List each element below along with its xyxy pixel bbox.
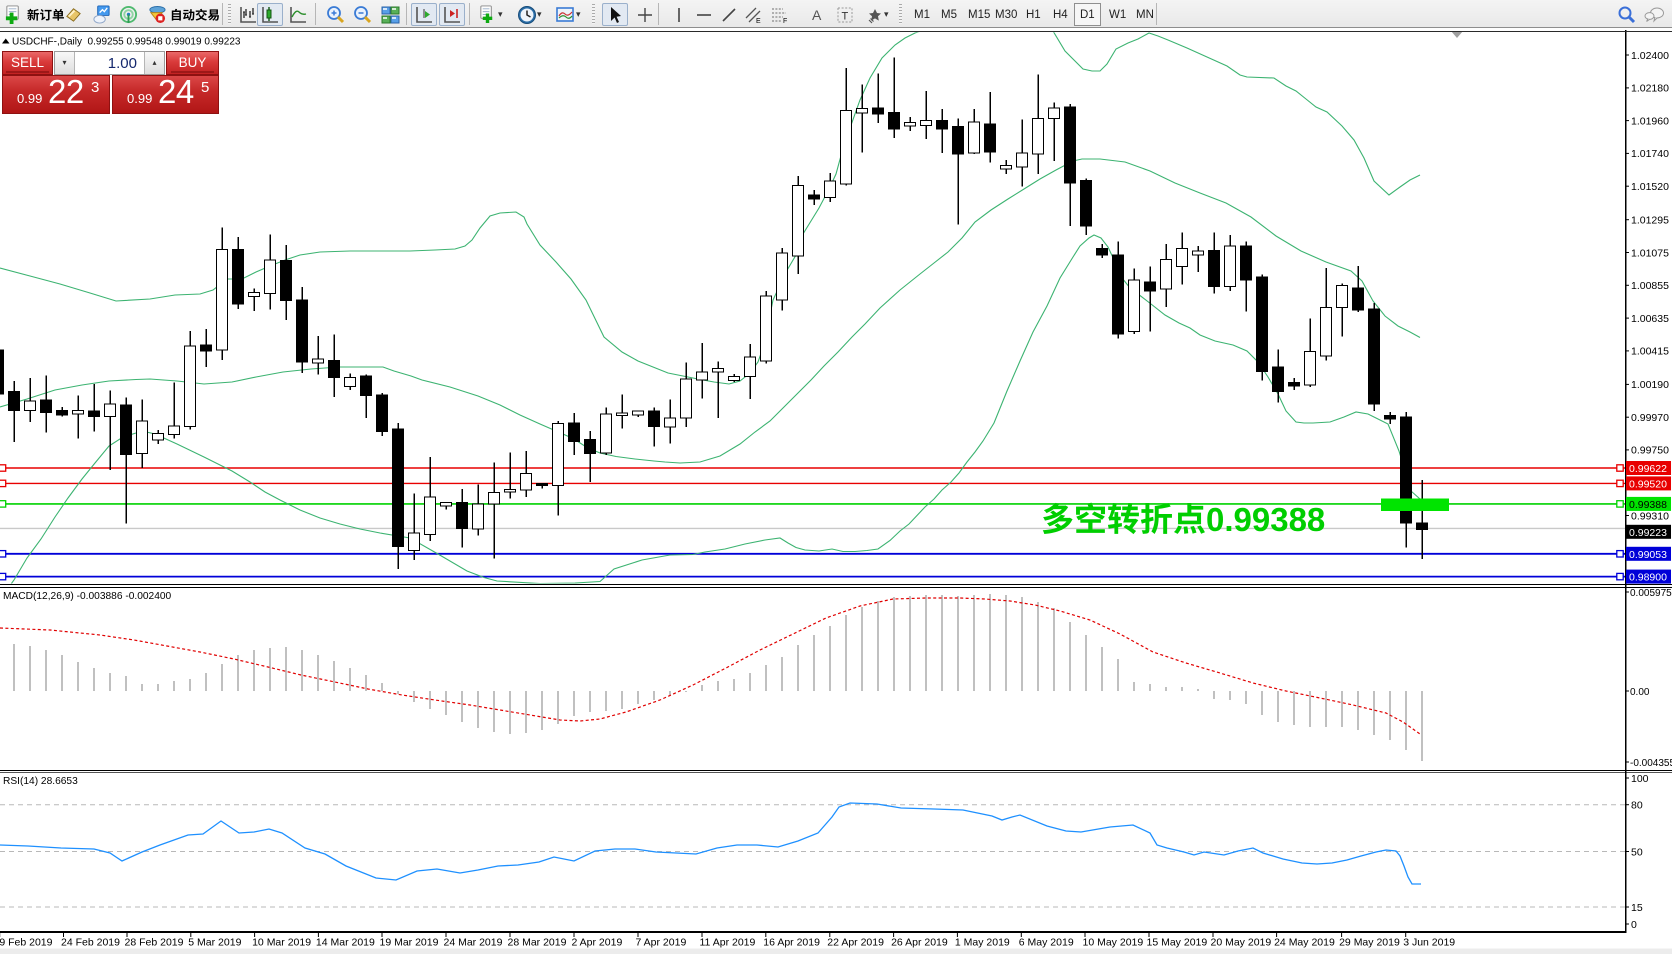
svg-text:0.99622: 0.99622 [1629, 463, 1667, 475]
svg-text:1 May 2019: 1 May 2019 [955, 937, 1010, 949]
svg-text:100: 100 [1631, 773, 1649, 785]
svg-text:24 May 2019: 24 May 2019 [1274, 937, 1335, 949]
svg-text:7 Apr 2019: 7 Apr 2019 [636, 937, 687, 949]
svg-text:1.02180: 1.02180 [1631, 83, 1669, 95]
svg-text:-0.004355: -0.004355 [1630, 758, 1672, 769]
svg-text:20 May 2019: 20 May 2019 [1211, 937, 1272, 949]
svg-text:0: 0 [1631, 919, 1637, 931]
svg-text:MACD(12,26,9) -0.003886 -0.002: MACD(12,26,9) -0.003886 -0.002400 [3, 591, 172, 602]
svg-text:11 Apr 2019: 11 Apr 2019 [700, 937, 756, 949]
svg-text:3 Jun 2019: 3 Jun 2019 [1403, 937, 1455, 949]
svg-text:1.01740: 1.01740 [1631, 148, 1669, 160]
svg-text:28 Feb 2019: 28 Feb 2019 [125, 937, 184, 949]
svg-text:0.99970: 0.99970 [1631, 412, 1669, 424]
svg-text:0.00: 0.00 [1630, 687, 1650, 698]
svg-text:0.99223: 0.99223 [1629, 527, 1667, 539]
svg-text:2 Apr 2019: 2 Apr 2019 [572, 937, 623, 949]
svg-text:1.00635: 1.00635 [1631, 313, 1669, 325]
svg-text:1.01960: 1.01960 [1631, 115, 1669, 127]
svg-text:0.99053: 0.99053 [1629, 549, 1667, 561]
svg-text:T: T [842, 11, 849, 23]
svg-text:1.00190: 1.00190 [1631, 379, 1669, 391]
svg-text:10 May 2019: 10 May 2019 [1083, 937, 1144, 949]
svg-text:1.01295: 1.01295 [1631, 215, 1669, 227]
svg-text:5 Mar 2019: 5 Mar 2019 [188, 937, 241, 949]
svg-text:22 Apr 2019: 22 Apr 2019 [827, 937, 884, 949]
svg-text:15: 15 [1631, 902, 1643, 914]
svg-text:10 Mar 2019: 10 Mar 2019 [252, 937, 311, 949]
svg-text:0.98900: 0.98900 [1629, 572, 1667, 584]
svg-text:1.01075: 1.01075 [1631, 247, 1669, 259]
svg-text:1.01520: 1.01520 [1631, 181, 1669, 193]
svg-text:26 Apr 2019: 26 Apr 2019 [891, 937, 948, 949]
svg-text:24 Feb 2019: 24 Feb 2019 [61, 937, 120, 949]
svg-text:0.99750: 0.99750 [1631, 445, 1669, 457]
svg-text:F: F [783, 18, 787, 25]
svg-text:1.00855: 1.00855 [1631, 280, 1669, 292]
svg-text:RSI(14) 28.6653: RSI(14) 28.6653 [3, 776, 78, 787]
svg-text:19 Feb 2019: 19 Feb 2019 [0, 937, 53, 949]
svg-text:24 Mar 2019: 24 Mar 2019 [444, 937, 503, 949]
svg-text:28 Mar 2019: 28 Mar 2019 [508, 937, 567, 949]
svg-text:USDCHF-,Daily 0.99255 0.99548: USDCHF-,Daily 0.99255 0.99548 0.99019 0.… [12, 36, 241, 47]
svg-text:16 Apr 2019: 16 Apr 2019 [763, 937, 820, 949]
svg-text:1.00415: 1.00415 [1631, 346, 1669, 358]
svg-text:1.02400: 1.02400 [1631, 50, 1669, 62]
svg-text:E: E [756, 18, 761, 25]
svg-text:50: 50 [1631, 846, 1643, 858]
svg-text:19 Mar 2019: 19 Mar 2019 [380, 937, 439, 949]
svg-text:15 May 2019: 15 May 2019 [1147, 937, 1208, 949]
svg-text:0.99310: 0.99310 [1631, 510, 1669, 522]
svg-text:0.99388: 0.99388 [1629, 499, 1667, 511]
svg-text:0.99388: 0.99388 [1206, 501, 1325, 538]
svg-text:0.99520: 0.99520 [1629, 478, 1667, 490]
svg-text:6 May 2019: 6 May 2019 [1019, 937, 1074, 949]
svg-text:80: 80 [1631, 800, 1643, 812]
svg-text:14 Mar 2019: 14 Mar 2019 [316, 937, 375, 949]
svg-text:29 May 2019: 29 May 2019 [1339, 937, 1400, 949]
svg-text:0.005975: 0.005975 [1630, 588, 1672, 599]
svg-text:A: A [812, 7, 822, 23]
